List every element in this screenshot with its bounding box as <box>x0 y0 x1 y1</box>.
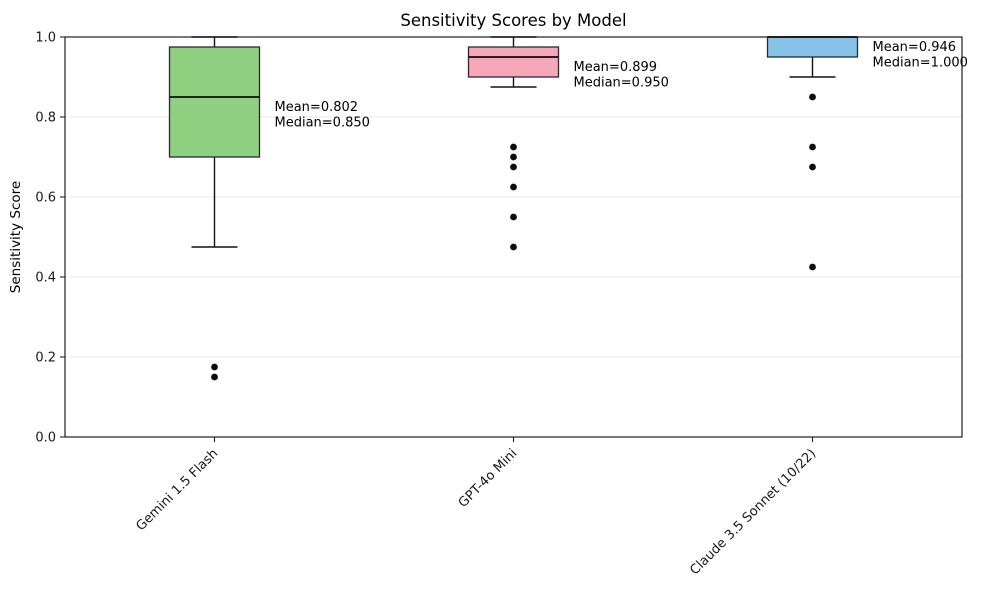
y-tick-label: 0.8 <box>35 111 56 126</box>
stats-annotation: Mean=0.899 Median=0.950 <box>574 60 669 91</box>
y-tick-label: 0.6 <box>35 191 56 206</box>
box <box>766 36 859 58</box>
y-tick-label: 0.0 <box>35 431 56 446</box>
stats-annotation: Mean=0.802 Median=0.850 <box>275 100 370 131</box>
x-tick-label: Gemini 1.5 Flash <box>133 446 221 534</box>
x-tick-label: Claude 3.5 Sonnet (10/22) <box>687 446 819 578</box>
box <box>467 46 560 78</box>
outlier-point <box>510 163 517 171</box>
stats-annotation: Mean=0.946 Median=1.000 <box>873 40 968 71</box>
box <box>168 46 261 158</box>
outlier-point <box>510 183 517 191</box>
outlier-point <box>510 213 517 221</box>
outlier-point <box>809 163 816 171</box>
y-tick-label: 1.0 <box>35 31 56 46</box>
outlier-point <box>809 93 816 101</box>
chart-title: Sensitivity Scores by Model <box>400 11 626 30</box>
outlier-point <box>809 263 816 271</box>
outlier-point <box>211 363 218 371</box>
outlier-point <box>510 243 517 251</box>
y-tick-label: 0.4 <box>35 271 56 286</box>
outlier-point <box>211 373 218 381</box>
y-tick-label: 0.2 <box>35 351 56 366</box>
outlier-point <box>510 143 517 151</box>
outlier-point <box>510 153 517 161</box>
outlier-point <box>809 143 816 151</box>
x-tick-label: GPT-4o Mini <box>456 446 521 511</box>
box-group-3: Mean=0.946 Median=1.000 <box>766 36 968 271</box>
y-axis-label: Sensitivity Score <box>8 181 24 293</box>
box-group-1: Mean=0.802 Median=0.850 <box>168 36 370 381</box>
box-group-2: Mean=0.899 Median=0.950 <box>467 36 669 251</box>
